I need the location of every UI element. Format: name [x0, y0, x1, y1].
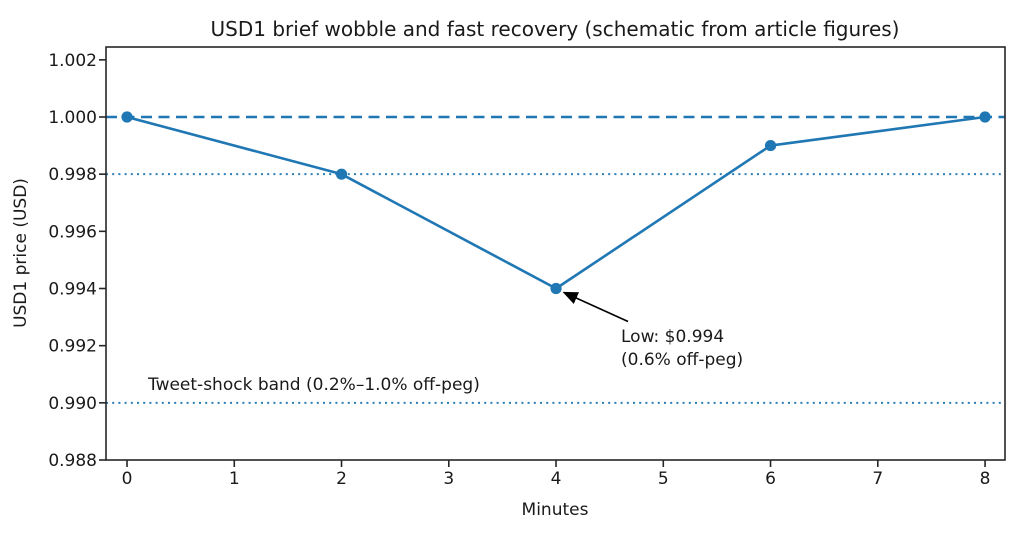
data-point-marker — [550, 282, 562, 295]
data-point-marker — [335, 168, 348, 180]
data-point-marker — [121, 111, 133, 123]
y-tick-label: 0.996 — [48, 222, 97, 242]
y-tick-label: 1.000 — [48, 108, 97, 128]
data-point-marker — [979, 111, 991, 123]
y-tick-label: 0.994 — [48, 280, 97, 300]
annotation-arrow — [562, 291, 629, 323]
y-tick-label: 0.998 — [48, 165, 97, 185]
x-tick-label: 8 — [980, 469, 991, 489]
y-axis-label: USD1 price (USD) — [11, 178, 31, 328]
annotation-line1: Low: $0.994 — [621, 327, 724, 347]
band-label: Tweet-shock band (0.2%–1.0% off-peg) — [147, 375, 480, 395]
x-tick-label: 5 — [658, 469, 669, 489]
price-line — [126, 115, 986, 290]
x-tick-label: 7 — [872, 469, 883, 489]
y-tick-label: 0.990 — [48, 394, 97, 414]
axes-spines — [105, 46, 1006, 461]
x-tick-label: 2 — [336, 469, 347, 489]
y-tick-label: 0.992 — [48, 337, 97, 357]
data-point-marker — [764, 139, 777, 152]
plot-area: 0 1 2 3 4 5 6 7 8 0.988 0.990 0.992 0.994 0.996 0.998 1… — [48, 46, 1006, 489]
x-tick-label: 3 — [443, 469, 454, 489]
annotation-line2: (0.6% off-peg) — [621, 350, 743, 370]
y-tick-label: 1.002 — [48, 51, 97, 71]
x-tick-label: 0 — [122, 469, 133, 489]
x-tick-label: 6 — [765, 469, 776, 489]
x-axis-label: Minutes — [522, 500, 589, 520]
y-tick-label: 0.988 — [48, 451, 97, 471]
x-tick-label: 1 — [229, 469, 240, 489]
x-tick-label: 4 — [551, 469, 562, 489]
chart-title: USD1 brief wobble and fast recovery (sch… — [211, 17, 900, 41]
